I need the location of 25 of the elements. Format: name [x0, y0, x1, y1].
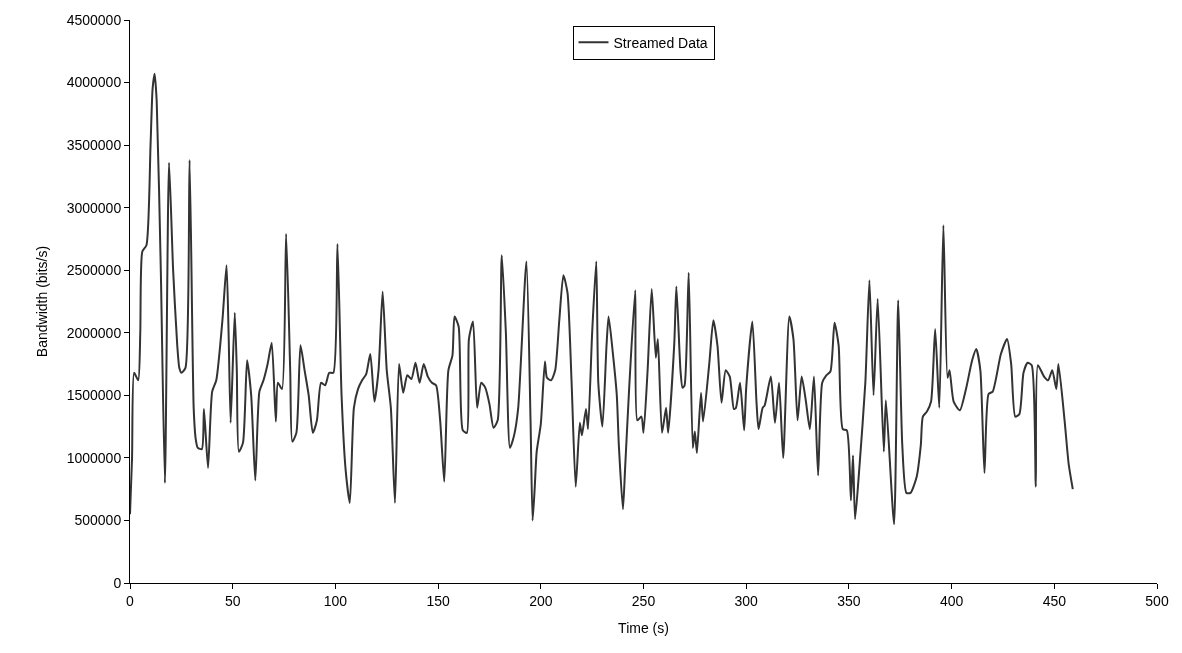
y-tick-label: 3500000: [66, 137, 122, 154]
x-tick-label: 100: [323, 592, 348, 609]
x-tick-label: 200: [529, 592, 553, 609]
x-tick-label: 400: [939, 592, 964, 609]
y-tick-label: 1000000: [66, 449, 122, 466]
x-tick-label: 150: [426, 592, 450, 609]
y-tick-label: 3000000: [66, 199, 122, 216]
legend-label: Streamed Data: [613, 34, 708, 51]
y-tick-label: 1500000: [66, 387, 122, 404]
y-tick-label: 2500000: [66, 262, 122, 279]
y-tick-label: 2000000: [66, 324, 122, 341]
y-tick-label: 0: [113, 574, 122, 591]
line-series: [130, 72, 1074, 526]
y-axis-title: Bandwidth (bits/s): [34, 245, 51, 358]
x-tick-label: 350: [837, 592, 861, 609]
x-tick-label: 300: [734, 592, 759, 609]
y-tick-label: 4500000: [66, 11, 122, 28]
y-tick-label: 500000: [74, 512, 122, 529]
y-tick-label: 4000000: [66, 74, 122, 91]
x-tick-label: 250: [631, 592, 656, 609]
x-tick-label: 450: [1042, 592, 1067, 609]
x-tick-label: 500: [1145, 592, 1169, 609]
x-axis-title: Time (s): [618, 620, 669, 637]
x-tick-label: 0: [126, 592, 135, 609]
x-tick-label: 50: [224, 592, 241, 609]
